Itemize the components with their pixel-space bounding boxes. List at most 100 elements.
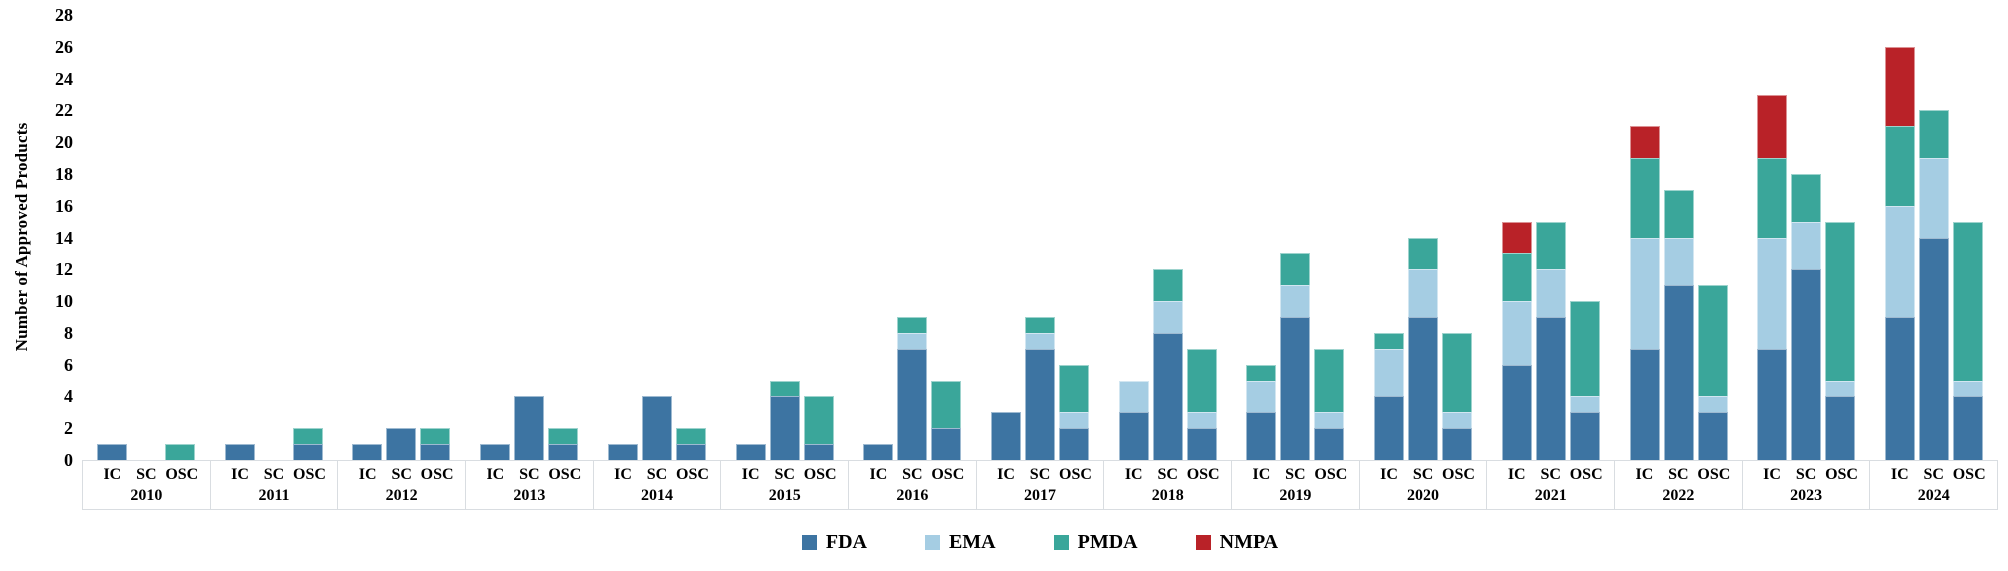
year-group-2014 <box>593 0 721 460</box>
segment-ema <box>1246 380 1277 413</box>
year-group-2022 <box>1615 0 1743 460</box>
bar-2017-sc <box>1025 317 1055 460</box>
year-group-2018 <box>1104 0 1232 460</box>
segment-fda <box>1885 317 1916 460</box>
segment-ema <box>1919 158 1950 238</box>
y-tick-label-22: 22 <box>55 100 73 121</box>
bar-label-sc: SC <box>1668 466 1689 483</box>
segment-fda <box>292 444 323 460</box>
bar-label-osc: OSC <box>1314 466 1348 483</box>
bar-2020-sc <box>1408 237 1439 460</box>
segment-nmpa <box>1501 221 1532 254</box>
bar-2019-osc <box>1314 348 1345 460</box>
bar-labels-row: IC SC OSC <box>849 461 976 484</box>
bar-labels-row: IC SC OSC <box>1615 461 1742 484</box>
year-group-2016 <box>848 0 976 460</box>
bar-label-ic: IC <box>1635 466 1654 483</box>
bar-label-sc: SC <box>1157 466 1178 483</box>
bar-label-ic: IC <box>1124 466 1143 483</box>
segment-ema <box>1059 412 1089 429</box>
legend-label-fda: FDA <box>825 531 867 553</box>
segment-fda <box>96 444 127 460</box>
segment-nmpa <box>1885 46 1916 127</box>
bar-label-osc: OSC <box>1442 466 1475 483</box>
bar-label-ic: IC <box>614 466 632 483</box>
bar-2017-osc <box>1059 364 1089 460</box>
y-tick-label-8: 8 <box>64 322 73 343</box>
segment-fda <box>1919 237 1950 460</box>
segment-fda <box>1280 317 1311 460</box>
segment-fda <box>641 396 672 460</box>
segment-fda <box>863 444 894 460</box>
year-group-2012 <box>337 0 465 460</box>
segment-pmda <box>1535 221 1566 270</box>
segment-fda <box>897 348 928 460</box>
bar-label-sc: SC <box>774 466 795 483</box>
y-tick-label-0: 0 <box>64 450 73 470</box>
x-axis-label-band: IC SC OSC 2010 IC SC OSC 2011 IC SC OSC 2012 IC SC OSC… <box>82 460 1999 510</box>
bar-2023-ic <box>1757 94 1788 460</box>
segment-pmda <box>1825 221 1856 381</box>
segment-pmda <box>1152 269 1183 302</box>
bar-label-osc: OSC <box>1186 466 1220 483</box>
y-tick-label-14: 14 <box>55 227 73 248</box>
segment-fda <box>352 444 383 460</box>
segment-ema <box>1152 301 1183 333</box>
bar-label-osc: OSC <box>1825 466 1858 483</box>
axis-cell-2015: IC SC OSC 2015 <box>721 461 850 509</box>
segment-fda <box>991 412 1021 460</box>
bar-label-osc: OSC <box>1569 466 1603 483</box>
segment-pmda <box>1663 189 1694 238</box>
segment-fda <box>1408 317 1439 460</box>
segment-pmda <box>1025 317 1055 333</box>
legend-label-ema: EMA <box>948 531 996 553</box>
segment-pmda <box>931 380 962 429</box>
segment-ema <box>1629 237 1660 349</box>
axis-cell-2020: IC SC OSC 2020 <box>1360 461 1488 509</box>
bar-label-sc: SC <box>263 466 285 483</box>
bar-2012-ic <box>352 444 383 460</box>
segment-pmda <box>1246 364 1277 381</box>
bar-2013-ic <box>480 444 511 460</box>
segment-ema <box>1314 412 1345 429</box>
bar-2020-ic <box>1374 332 1405 460</box>
bar-2022-sc <box>1663 189 1694 460</box>
axis-cell-2010: IC SC OSC 2010 <box>82 461 211 509</box>
bar-label-osc: OSC <box>420 466 454 483</box>
year-label-2021: 2021 <box>1534 487 1567 504</box>
segment-ema <box>1442 412 1473 429</box>
segment-fda <box>1059 428 1089 460</box>
year-group-2023 <box>1743 0 1871 460</box>
y-tick-label-4: 4 <box>64 386 73 407</box>
bar-labels-row: IC SC OSC <box>977 461 1104 484</box>
bar-2013-sc <box>514 396 545 460</box>
segment-pmda <box>803 396 834 445</box>
bar-labels-row: IC SC OSC <box>1360 461 1487 484</box>
year-label-2016: 2016 <box>896 487 929 504</box>
year-label-2015: 2015 <box>768 487 801 504</box>
bar-2022-ic <box>1629 126 1660 460</box>
bar-2021-ic <box>1501 221 1532 460</box>
bar-2016-sc <box>897 317 928 460</box>
legend-item-nmpa: NMPA <box>1195 531 1278 554</box>
bar-label-osc: OSC <box>1952 466 1986 483</box>
segment-fda <box>607 444 638 460</box>
axis-cell-2016: IC SC OSC 2016 <box>849 461 977 509</box>
legend-swatch-pmda <box>1053 535 1069 550</box>
segment-ema <box>1408 269 1439 317</box>
bar-label-osc: OSC <box>1059 466 1092 483</box>
bar-label-sc: SC <box>1540 466 1561 483</box>
year-group-2013 <box>465 0 593 460</box>
segment-pmda <box>1953 221 1984 381</box>
segment-fda <box>1152 332 1183 460</box>
segment-nmpa <box>1629 126 1660 159</box>
segment-pmda <box>1442 332 1473 413</box>
segment-fda <box>224 444 255 460</box>
bar-2011-osc <box>292 428 323 460</box>
segment-fda <box>1697 412 1728 460</box>
segment-nmpa <box>1757 94 1788 159</box>
bar-2021-sc <box>1535 221 1566 460</box>
y-tick-label-6: 6 <box>64 354 73 375</box>
axis-cell-2023: IC SC OSC 2023 <box>1743 461 1871 509</box>
y-tick-label-26: 26 <box>55 36 73 57</box>
